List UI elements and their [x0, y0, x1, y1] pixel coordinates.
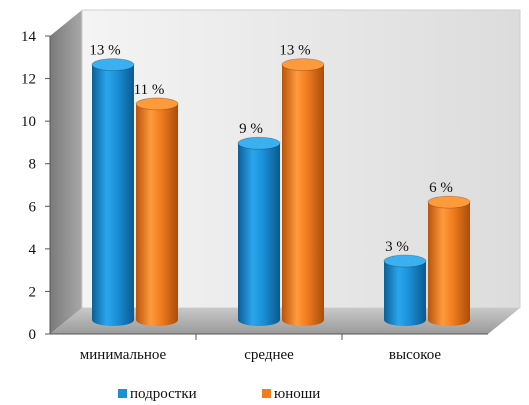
data-label: 11 %	[134, 82, 165, 98]
data-label: 13 %	[279, 43, 310, 59]
bar-series-group: 13 % 9 % 3 % 11 % 13 % 6 %	[89, 43, 471, 327]
y-tick-label: 8	[29, 157, 37, 173]
legend-label: юноши	[274, 386, 320, 402]
y-tick-label: 6	[29, 199, 37, 215]
legend-swatch	[262, 389, 271, 398]
chart-side-wall	[50, 10, 82, 334]
bar-top	[237, 136, 281, 150]
bar-body	[282, 64, 324, 327]
y-tick-label: 4	[29, 242, 37, 258]
bar-podrostki: 13 %	[89, 43, 135, 327]
y-axis-ticks: 0 2 4 6 8 10 12 14	[21, 29, 50, 343]
bar-top	[383, 254, 427, 268]
x-axis-ticks: минимальное среднее высокое	[80, 334, 442, 363]
data-label: 9 %	[239, 121, 263, 137]
bar-yunoshi: 13 %	[279, 43, 325, 327]
bar-body	[136, 103, 178, 326]
x-category-label: высокое	[389, 347, 442, 363]
bar-podrostki: 9 %	[237, 121, 281, 326]
bar-body	[238, 143, 280, 326]
data-label: 3 %	[385, 239, 409, 255]
data-label: 13 %	[89, 43, 120, 59]
bar-body	[428, 202, 470, 326]
y-tick-label: 10	[21, 114, 36, 130]
bar-top	[281, 58, 325, 72]
bar-body	[384, 261, 426, 326]
y-tick-label: 2	[29, 284, 37, 300]
data-label: 6 %	[429, 180, 453, 196]
y-tick-label: 14	[21, 29, 37, 45]
bar-top	[135, 97, 179, 111]
legend-label: подростки	[130, 386, 197, 402]
bar-podrostki: 3 %	[383, 239, 427, 326]
bar-yunoshi: 6 %	[427, 180, 471, 326]
y-tick-label: 0	[29, 327, 37, 343]
legend: подростки юноши	[118, 386, 320, 402]
legend-swatch	[118, 389, 127, 398]
bar-body	[92, 64, 134, 327]
y-tick-label: 12	[21, 72, 36, 88]
x-category-label: среднее	[244, 347, 294, 363]
bar-top	[91, 58, 135, 72]
bar-top	[427, 195, 471, 209]
bar-yunoshi: 11 %	[134, 82, 179, 326]
x-category-label: минимальное	[80, 347, 167, 363]
